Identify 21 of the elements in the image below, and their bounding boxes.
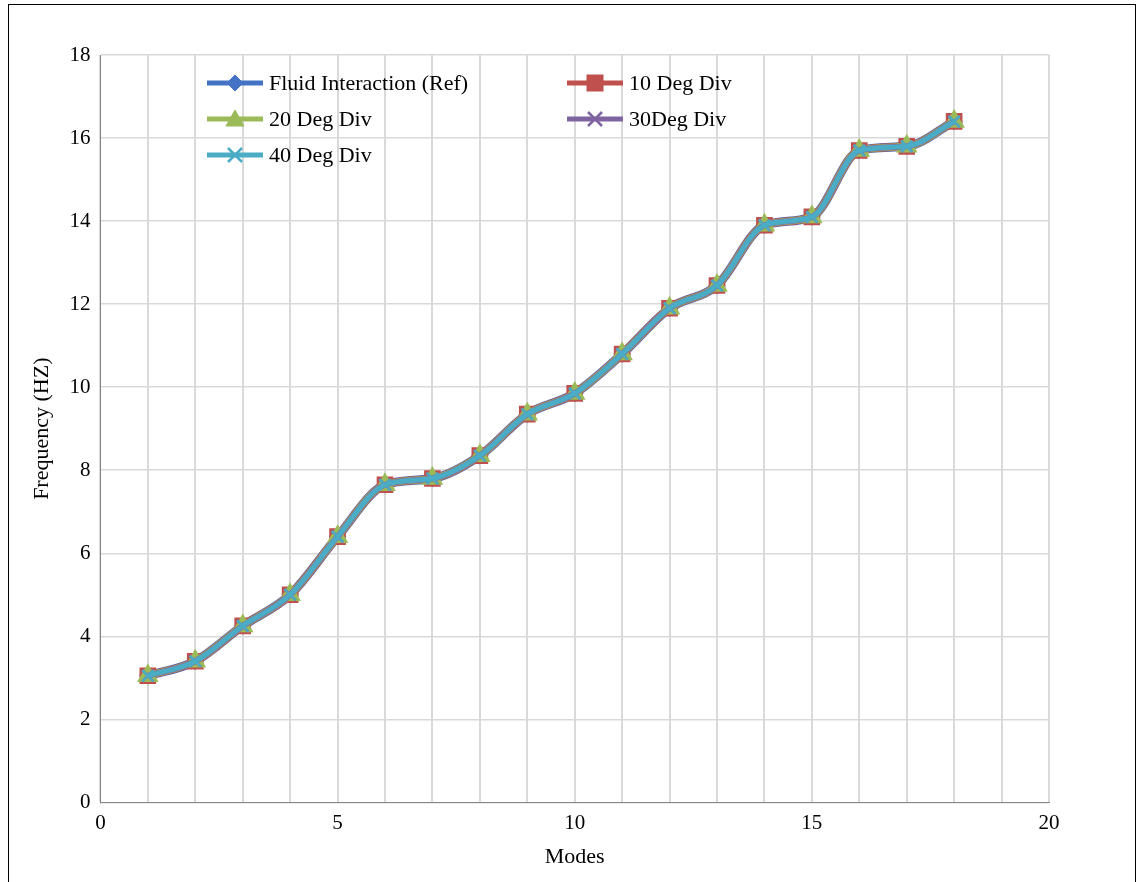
legend-label: Fluid Interaction (Ref) — [269, 70, 469, 96]
x-tick-label: 10 — [564, 809, 586, 834]
legend-label: 30Deg Div — [629, 106, 727, 132]
x-tick-label: 15 — [801, 809, 823, 834]
legend-label: 10 Deg Div — [629, 70, 732, 96]
y-tick-label: 2 — [79, 705, 91, 730]
legend-label: 40 Deg Div — [269, 142, 372, 168]
y-tick-label: 18 — [69, 41, 91, 66]
x-axis-title: Modes — [544, 842, 605, 868]
y-tick-label: 14 — [69, 207, 91, 232]
y-tick-label: 4 — [79, 622, 91, 647]
y-tick-label: 8 — [79, 456, 91, 481]
y-axis-title: Frequency (HZ) — [27, 357, 53, 500]
x-tick-label: 5 — [332, 809, 343, 834]
y-tick-label: 6 — [79, 539, 91, 564]
y-tick-label: 16 — [69, 124, 91, 149]
y-tick-label: 0 — [79, 788, 91, 813]
y-tick-label: 12 — [69, 290, 91, 315]
legend-label: 20 Deg Div — [269, 106, 372, 132]
x-tick-label: 20 — [1038, 809, 1060, 834]
y-tick-label: 10 — [69, 373, 91, 398]
